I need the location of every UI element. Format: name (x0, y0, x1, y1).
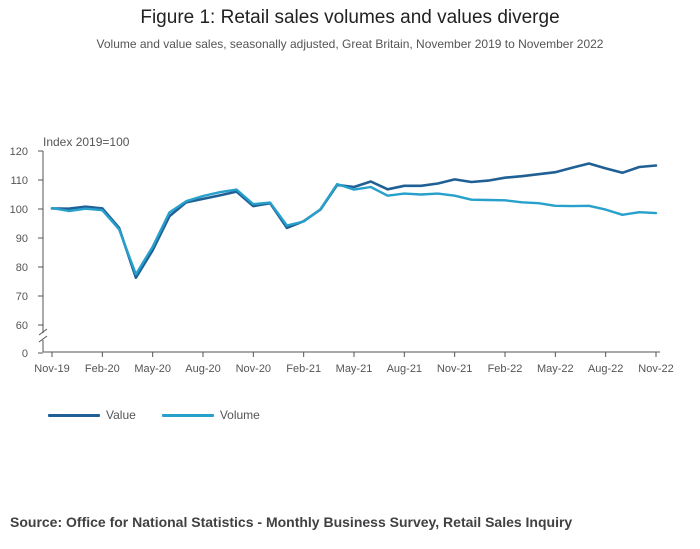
legend-label-volume: Volume (219, 408, 260, 422)
series-line-value (50, 162, 658, 280)
axis-break-mark (38, 335, 48, 343)
legend-label-value: Value (106, 408, 136, 422)
chart-subtitle: Volume and value sales, seasonally adjus… (96, 37, 604, 51)
legend-item-value[interactable]: Value (48, 408, 136, 422)
x-tick-label: Nov-20 (236, 363, 271, 375)
source-note: Source: Office for National Statistics -… (10, 514, 573, 530)
y-tick-label: 80 (16, 262, 28, 274)
x-tick-label: Feb-20 (85, 363, 120, 375)
x-tick-label: Nov-22 (638, 363, 673, 375)
y-tick-label: 120 (10, 146, 28, 158)
x-tick-label: Feb-22 (488, 363, 523, 375)
legend-swatch-value (48, 413, 100, 417)
x-tick-label: Aug-22 (588, 363, 623, 375)
x-tick-label: May-21 (336, 363, 373, 375)
x-tick-label: Aug-20 (185, 363, 220, 375)
chart-legend: Value Volume (48, 408, 286, 422)
x-tick-label: Feb-21 (286, 363, 321, 375)
legend-item-volume[interactable]: Volume (161, 408, 260, 422)
y-tick-label: 110 (10, 175, 28, 187)
x-tick-label: May-20 (134, 363, 171, 375)
x-tick-label: Aug-21 (387, 363, 422, 375)
x-tick-label: May-22 (537, 363, 574, 375)
series-line-volume (50, 182, 658, 276)
y-tick-label: 0 (22, 348, 28, 360)
y-tick-label: 60 (16, 320, 28, 332)
y-tick-label: 90 (16, 233, 28, 245)
x-tick-label: Nov-21 (437, 363, 472, 375)
y-axis-label: Index 2019=100 (43, 135, 130, 149)
axis-break-mark (38, 328, 48, 336)
x-tick-label: Nov-19 (34, 363, 69, 375)
legend-swatch-volume (161, 413, 214, 417)
y-tick-label: 70 (16, 291, 28, 303)
y-tick-label: 100 (10, 204, 28, 216)
chart-title: Figure 1: Retail sales volumes and value… (140, 7, 560, 28)
